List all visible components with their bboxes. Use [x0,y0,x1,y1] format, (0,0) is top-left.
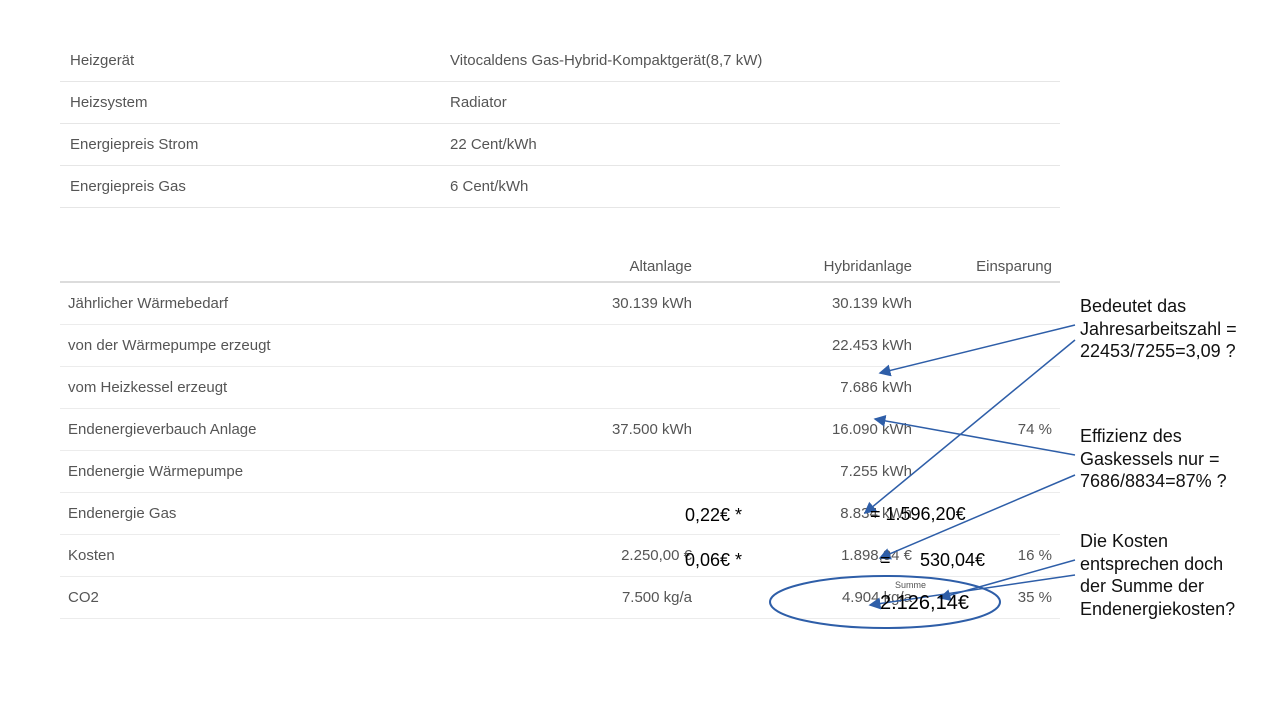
table-cell [920,325,1060,367]
col-header: Einsparung [920,248,1060,282]
table-cell: CO2 [60,577,480,619]
table-cell: 7.500 kg/a [480,577,700,619]
table-cell: Endenergie Gas [60,493,480,535]
note-kosten: Die Kostenentsprechen dochder Summe derE… [1080,530,1280,620]
table-cell: Kosten [60,535,480,577]
table-row: CO27.500 kg/a4.904 kg/a35 % [60,577,1060,619]
col-header: Altanlage [480,248,700,282]
table-cell: 7.255 kWh [700,451,920,493]
comparison-table: Altanlage Hybridanlage Einsparung Jährli… [60,248,1060,619]
table-cell: 35 % [920,577,1060,619]
info-label: Energiepreis Gas [60,166,440,208]
note-jaz: Bedeutet dasJahresarbeitszahl =22453/725… [1080,295,1275,363]
table-cell: 16 % [920,535,1060,577]
info-table: Heizgerät Vitocaldens Gas-Hybrid-Kompakt… [60,40,1060,208]
col-header [60,248,480,282]
table-cell: Endenergieverbauch Anlage [60,409,480,451]
table-row: Kosten2.250,00 €1.898,04 €16 % [60,535,1060,577]
info-row: Energiepreis Gas 6 Cent/kWh [60,166,1060,208]
table-cell: von der Wärmepumpe erzeugt [60,325,480,367]
table-row: vom Heizkessel erzeugt 7.686 kWh [60,367,1060,409]
info-value: 6 Cent/kWh [440,166,1060,208]
table-row: Endenergie Wärmepumpe 7.255 kWh [60,451,1060,493]
table-cell: 74 % [920,409,1060,451]
col-header: Hybridanlage [700,248,920,282]
info-value: Radiator [440,82,1060,124]
table-cell: 7.686 kWh [700,367,920,409]
info-row: Heizsystem Radiator [60,82,1060,124]
info-label: Heizgerät [60,40,440,82]
table-cell: Endenergie Wärmepumpe [60,451,480,493]
table-cell: 22.453 kWh [700,325,920,367]
table-cell [480,325,700,367]
table-cell: 2.250,00 € [480,535,700,577]
info-row: Heizgerät Vitocaldens Gas-Hybrid-Kompakt… [60,40,1060,82]
table-cell [480,493,700,535]
table-cell [920,282,1060,325]
table-cell: 4.904 kg/a [700,577,920,619]
tables-area: Heizgerät Vitocaldens Gas-Hybrid-Kompakt… [60,40,1060,619]
info-value: Vitocaldens Gas-Hybrid-Kompaktgerät(8,7 … [440,40,1060,82]
note-gaskessel: Effizienz desGaskessels nur =7686/8834=8… [1080,425,1275,493]
info-value: 22 Cent/kWh [440,124,1060,166]
table-cell: 16.090 kWh [700,409,920,451]
table-row: Jährlicher Wärmebedarf30.139 kWh30.139 k… [60,282,1060,325]
table-cell: 37.500 kWh [480,409,700,451]
table-cell: 1.898,04 € [700,535,920,577]
table-cell [920,367,1060,409]
table-cell: 8.834 kWh [700,493,920,535]
table-header-row: Altanlage Hybridanlage Einsparung [60,248,1060,282]
page: Heizgerät Vitocaldens Gas-Hybrid-Kompakt… [0,0,1280,720]
info-label: Heizsystem [60,82,440,124]
table-cell: 30.139 kWh [700,282,920,325]
table-cell [920,493,1060,535]
table-cell: Jährlicher Wärmebedarf [60,282,480,325]
table-row: Endenergieverbauch Anlage37.500 kWh16.09… [60,409,1060,451]
table-cell: vom Heizkessel erzeugt [60,367,480,409]
table-cell [920,451,1060,493]
info-row: Energiepreis Strom 22 Cent/kWh [60,124,1060,166]
table-cell [480,367,700,409]
table-row: Endenergie Gas 8.834 kWh [60,493,1060,535]
table-cell: 30.139 kWh [480,282,700,325]
table-cell [480,451,700,493]
info-label: Energiepreis Strom [60,124,440,166]
table-row: von der Wärmepumpe erzeugt 22.453 kWh [60,325,1060,367]
